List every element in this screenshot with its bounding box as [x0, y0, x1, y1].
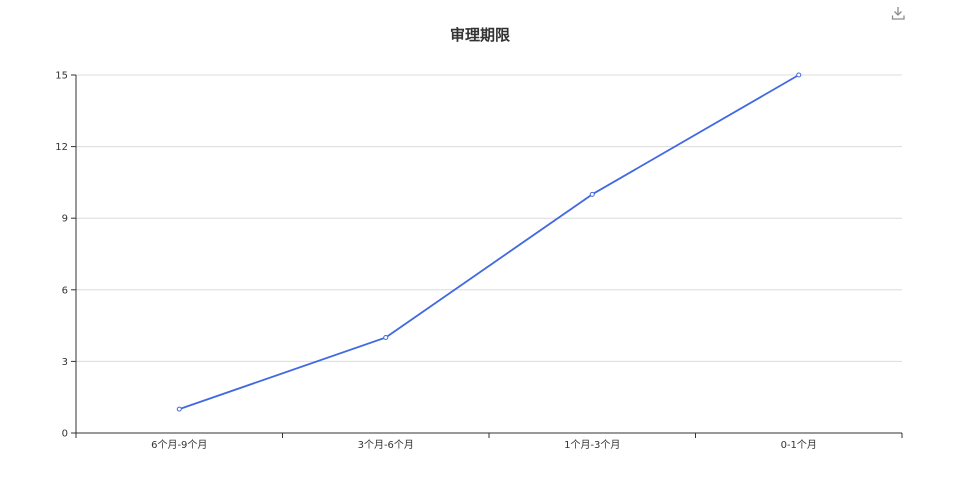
data-point [383, 335, 389, 341]
axes: 0 3 6 9 12 15 6个月-9个月 3个月-6个月 1个月-3个月 0-1个月 [55, 71, 903, 451]
series-line [178, 74, 800, 410]
y-tick-label: 12 [55, 142, 68, 153]
download-icon [891, 7, 905, 20]
y-tick-label: 15 [55, 71, 68, 82]
x-tick-label: 3个月-6个月 [358, 439, 414, 451]
y-tick-label: 9 [62, 214, 68, 225]
data-point [589, 191, 595, 197]
download-button[interactable] [891, 7, 905, 20]
y-tick-label: 0 [62, 429, 68, 440]
y-tick-label: 6 [62, 285, 68, 296]
y-tick-label: 3 [62, 357, 68, 368]
data-point [176, 406, 182, 412]
x-tick-label: 0-1个月 [781, 439, 817, 451]
y-grid [76, 74, 902, 362]
data-point [796, 72, 802, 78]
x-tick-label: 6个月-9个月 [151, 439, 207, 451]
series-layer [176, 72, 802, 412]
chart-title: 审理期限 [450, 26, 510, 44]
x-tick-label: 1个月-3个月 [564, 439, 620, 451]
